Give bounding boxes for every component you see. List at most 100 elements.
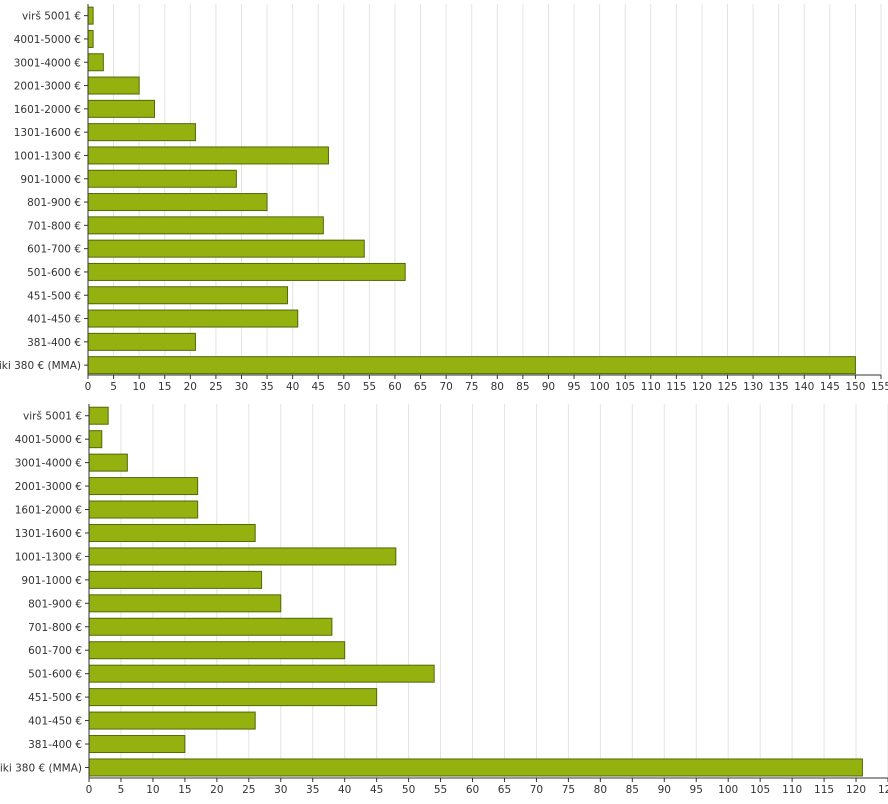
chart1-x-tick-label: 150 [845, 381, 865, 393]
chart1-x-tick-label: 140 [794, 381, 814, 393]
chart1-x-tick-label: 110 [641, 381, 661, 393]
chart2-bar [88, 688, 378, 707]
chart1-bar [87, 262, 406, 281]
chart2-bar [88, 641, 346, 660]
chart1-x-tick-label: 60 [388, 381, 401, 393]
chart1-category-label: 2001-3000 € [14, 81, 81, 93]
chart2-x-tick-label: 70 [530, 784, 543, 796]
chart1-bar [87, 6, 94, 25]
chart1-x-tick-label: 5 [110, 381, 117, 393]
chart2-bar [88, 735, 186, 754]
chart2-x-tick-label: 65 [498, 784, 511, 796]
chart2-x-tick-label: 30 [274, 784, 287, 796]
chart1-x-tick-label: 80 [491, 381, 504, 393]
chart2-category-label: 601-700 € [28, 645, 82, 657]
chart2-bar [88, 570, 263, 589]
chart2-x-tick-label: 50 [402, 784, 415, 796]
chart2-category-label: 801-900 € [28, 598, 82, 610]
chart1-x-tick-label: 0 [85, 381, 92, 393]
chart1-x-tick-label: 75 [465, 381, 478, 393]
chart1-x-tick-label: 65 [414, 381, 427, 393]
chart2-category-label: 1601-2000 € [15, 505, 82, 517]
chart1-x-tick-label: 115 [666, 381, 686, 393]
chart1-bar [87, 309, 299, 328]
chart1-x-tick-label: 120 [692, 381, 712, 393]
chart1-x-tick-label: 50 [337, 381, 350, 393]
chart1-category-label: 1301-1600 € [14, 127, 81, 139]
chart1-category-label: iki 380 € (MMA) [0, 360, 81, 372]
chart1-x-tick-label: 155 [871, 381, 888, 393]
chart1-bar [87, 216, 324, 235]
chart2-x-tick-label: 85 [626, 784, 639, 796]
chart2-bar [88, 453, 128, 472]
chart1-category-label: 501-600 € [27, 267, 81, 279]
chart2-category-label: 3001-4000 € [15, 458, 82, 470]
chart2-category-label: 451-500 € [28, 692, 82, 704]
chart1-category-label: virš 5001 € [22, 11, 81, 23]
chart2-x-tick-label: 5 [118, 784, 125, 796]
chart1-x-tick-label: 40 [286, 381, 299, 393]
chart1-category-label: 601-700 € [27, 244, 81, 256]
chart1-x-tick-label: 125 [717, 381, 737, 393]
chart1-x-tick-label: 90 [542, 381, 555, 393]
chart2-x-tick-label: 120 [846, 784, 866, 796]
chart1-bar [87, 356, 856, 375]
chart1-x-tick-label: 95 [567, 381, 580, 393]
chart2-x-tick-label: 40 [338, 784, 351, 796]
chart1-category-label: 701-800 € [27, 220, 81, 232]
chart2-x-tick-label: 125 [878, 784, 888, 796]
chart1-category-label: 1001-1300 € [14, 150, 81, 162]
chart2-x-tick-label: 0 [86, 784, 93, 796]
chart2-x-tick-label: 100 [718, 784, 738, 796]
chart2-x-tick-label: 75 [562, 784, 575, 796]
chart1-bar [87, 169, 237, 188]
chart1-bar [87, 29, 94, 48]
chart1-x-tick-label: 35 [260, 381, 273, 393]
chart1-bar [87, 123, 196, 142]
chart1-bar [87, 193, 268, 212]
chart2-bar [88, 617, 333, 636]
chart2-bar [88, 430, 103, 449]
chart1-x-tick-label: 25 [209, 381, 222, 393]
chart1-category-label: 451-500 € [27, 290, 81, 302]
chart2-bar [88, 711, 256, 730]
chart1-x-tick-label: 135 [769, 381, 789, 393]
chart1-bar [87, 286, 289, 305]
chart1-x-tick-label: 20 [184, 381, 197, 393]
chart1-x-tick-label: 15 [158, 381, 171, 393]
chart1-bar [87, 53, 104, 72]
chart1-x-tick-label: 130 [743, 381, 763, 393]
chart2-category-label: 401-450 € [28, 716, 82, 728]
chart2-x-tick-label: 115 [814, 784, 834, 796]
chart1-bar [87, 332, 196, 351]
chart2-bar [88, 500, 199, 519]
chart2-category-label: 701-800 € [28, 622, 82, 634]
chart2-category-label: 2001-3000 € [15, 481, 82, 493]
chart2-bar [88, 594, 282, 613]
chart2-x-tick-label: 95 [690, 784, 703, 796]
chart1-category-label: 401-450 € [27, 314, 81, 326]
chart1-category-label: 901-1000 € [20, 174, 81, 186]
chart2-category-label: 4001-5000 € [15, 434, 82, 446]
chart2-category-label: 381-400 € [28, 739, 82, 751]
chart1-category-label: 4001-5000 € [14, 34, 81, 46]
chart2-x-tick-label: 90 [658, 784, 671, 796]
chart1-bar [87, 146, 329, 165]
chart2-x-tick-label: 110 [782, 784, 802, 796]
chart2-category-label: 1301-1600 € [15, 528, 82, 540]
chart1-x-tick-label: 85 [516, 381, 529, 393]
chart1-x-tick-label: 10 [132, 381, 145, 393]
chart2-bar [88, 523, 256, 542]
chart2-x-tick-label: 20 [210, 784, 223, 796]
chart2-x-tick-label: 15 [178, 784, 191, 796]
chart2-bar [88, 547, 397, 566]
chart2-x-tick-label: 105 [750, 784, 770, 796]
chart1-x-tick-label: 145 [820, 381, 840, 393]
chart1-x-tick-label: 55 [363, 381, 376, 393]
chart1-category-label: 1601-2000 € [14, 104, 81, 116]
chart2-x-tick-label: 80 [594, 784, 607, 796]
chart2-x-tick-label: 10 [146, 784, 159, 796]
chart1-x-tick-label: 105 [615, 381, 635, 393]
